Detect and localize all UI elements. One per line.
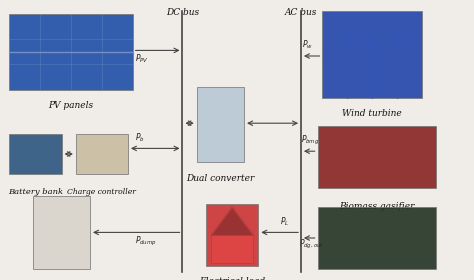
Text: PV panels: PV panels	[48, 101, 94, 110]
Text: $P_{bmg}$: $P_{bmg}$	[301, 134, 320, 147]
Text: $P_{dump}$: $P_{dump}$	[135, 235, 157, 248]
Bar	[318, 207, 436, 269]
Text: DC bus: DC bus	[166, 8, 199, 17]
Text: $P_w$: $P_w$	[302, 39, 313, 51]
Text: $P_L$: $P_L$	[280, 215, 289, 227]
Text: $P_{PV}$: $P_{PV}$	[135, 53, 149, 65]
Text: Electrical load: Electrical load	[199, 277, 265, 280]
Text: Biomass gasifier: Biomass gasifier	[339, 202, 415, 211]
Text: Dual converter: Dual converter	[186, 174, 255, 183]
Text: $P_b$: $P_b$	[135, 131, 145, 143]
Bar	[9, 134, 62, 174]
Bar	[76, 134, 128, 174]
Text: Battery bank: Battery bank	[8, 188, 63, 196]
Text: $P_{dg,out}$: $P_{dg,out}$	[299, 238, 324, 251]
Bar	[322, 11, 422, 98]
Text: AC bus: AC bus	[285, 8, 317, 17]
Text: Wind turbine: Wind turbine	[342, 109, 402, 118]
Polygon shape	[211, 207, 253, 235]
Bar	[206, 204, 258, 266]
Bar	[33, 196, 90, 269]
Text: Charge controller: Charge controller	[67, 188, 137, 196]
Bar	[197, 87, 244, 162]
Bar	[318, 126, 436, 188]
Bar	[9, 14, 133, 90]
Bar	[211, 235, 253, 263]
